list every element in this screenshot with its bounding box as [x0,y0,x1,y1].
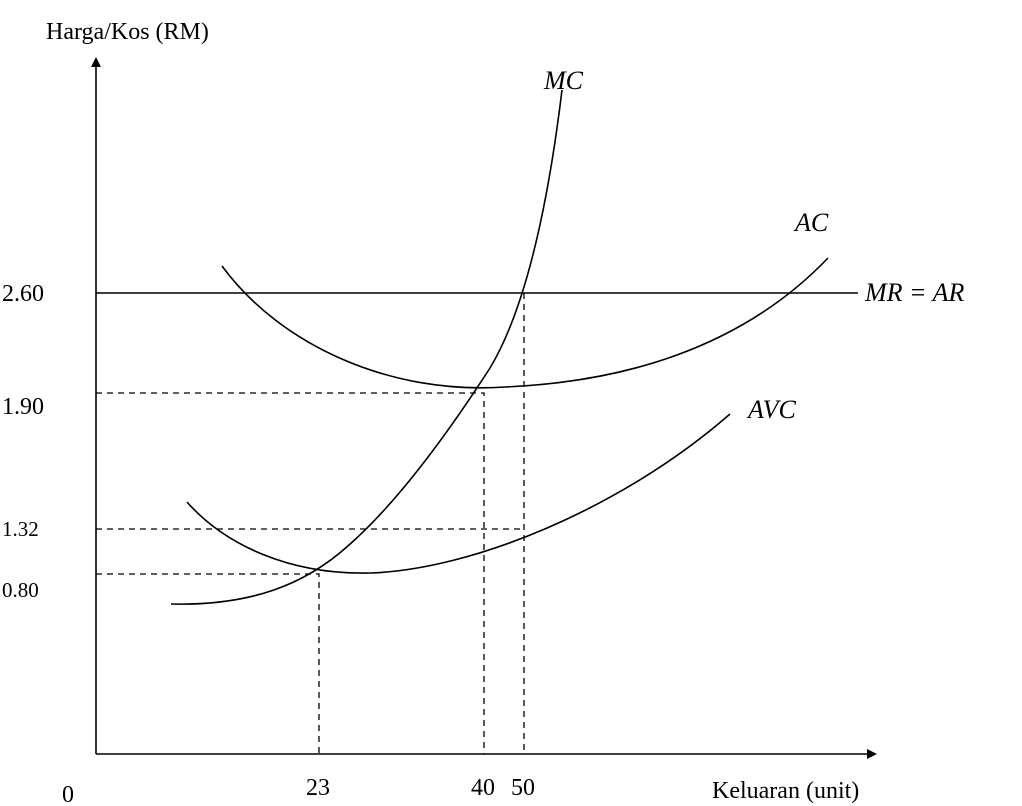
y-tick-1-32: 1.32 [2,517,39,541]
y-tick-1-90: 1.90 [2,394,44,420]
x-tick-40: 40 [471,775,495,801]
x-tick-50: 50 [511,775,535,801]
mc-label: MC [543,66,584,95]
mr-ar-label: MR = AR [864,278,964,307]
avc-curve [186,413,731,574]
y-axis-label: Harga/Kos (RM) [46,19,209,45]
y-tick-2-60: 2.60 [2,281,44,307]
ac-curve [221,257,829,389]
guide-1-90 [96,392,485,754]
y-tick-0-80: 0.80 [2,578,39,602]
ac-label: AC [793,208,829,237]
avc-label: AVC [746,395,796,424]
origin-label: 0 [62,782,74,806]
guide-0-80 [96,573,320,754]
x-tick-23: 23 [306,775,330,801]
mc-curve [170,89,563,605]
x-axis-label: Keluaran (unit) [712,778,859,804]
